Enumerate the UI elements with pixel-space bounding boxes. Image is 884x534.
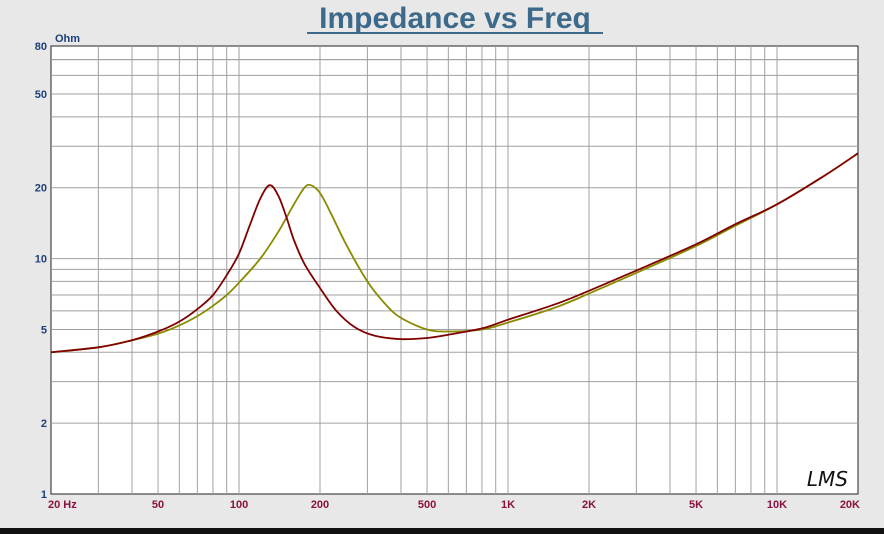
x-tick-label: 50: [152, 499, 164, 511]
plot-area: [50, 45, 859, 495]
chart-title: Impedance vs Freq: [319, 2, 591, 35]
y-tick-label: 50: [35, 89, 47, 101]
x-tick-label: 200: [311, 499, 329, 511]
series-lines: [50, 152, 859, 354]
x-tick-label: 100: [230, 499, 248, 511]
y-tick-label: 2: [41, 418, 47, 430]
y-tick-label: 20: [35, 183, 47, 195]
y-tick-label: 10: [35, 254, 47, 266]
grid-lines: [51, 46, 858, 494]
series-line: [50, 152, 859, 354]
y-tick-labels: 80 50 20 10 5 2 1: [35, 41, 47, 501]
x-tick-label: 500: [418, 499, 436, 511]
y-axis-unit-label: Ohm: [55, 33, 80, 45]
y-tick-label: 5: [41, 324, 47, 336]
x-tick-label: 2K: [582, 499, 596, 511]
x-tick-label: 20 Hz: [48, 499, 77, 511]
signature-annotation: LMS: [807, 467, 848, 491]
series-line: [50, 152, 859, 354]
y-tick-label: 80: [35, 41, 47, 53]
bottom-border: [0, 528, 884, 534]
y-tick-label: 1: [41, 489, 47, 501]
annotations: LMS: [807, 467, 848, 491]
x-tick-labels: 20 Hz 50 100 200 500 1K 2K 5K 10K 20K: [48, 499, 860, 511]
x-tick-label: 5K: [689, 499, 703, 511]
x-tick-label: 20K: [840, 499, 860, 511]
x-tick-label: 10K: [767, 499, 787, 511]
x-tick-label: 1K: [501, 499, 515, 511]
